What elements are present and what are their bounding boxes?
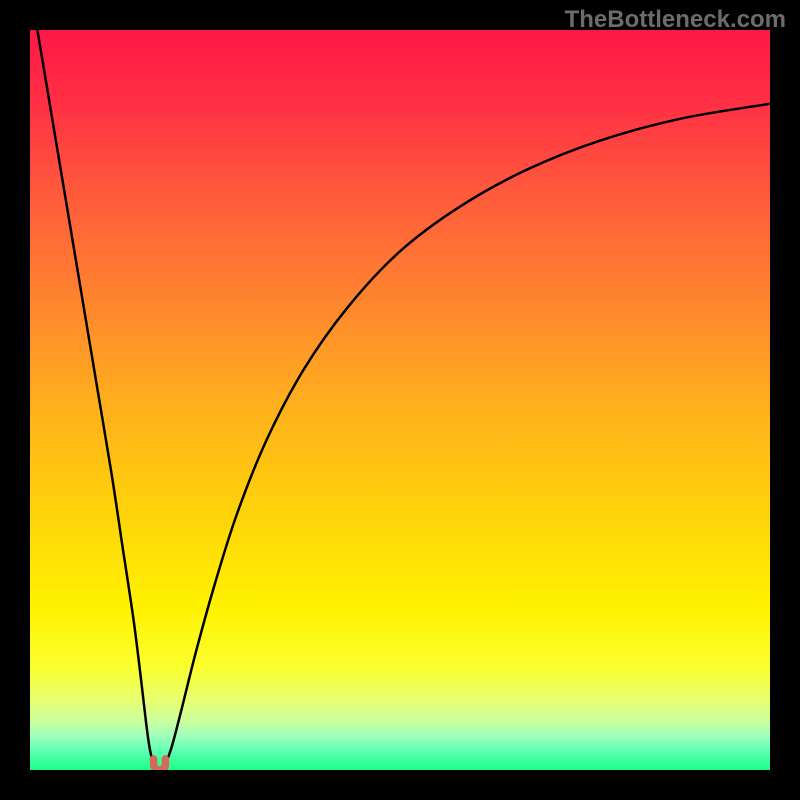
chart-container: TheBottleneck.com <box>0 0 800 800</box>
bottleneck-chart <box>0 0 800 800</box>
chart-gradient-background <box>30 30 770 770</box>
watermark-text: TheBottleneck.com <box>565 6 786 34</box>
